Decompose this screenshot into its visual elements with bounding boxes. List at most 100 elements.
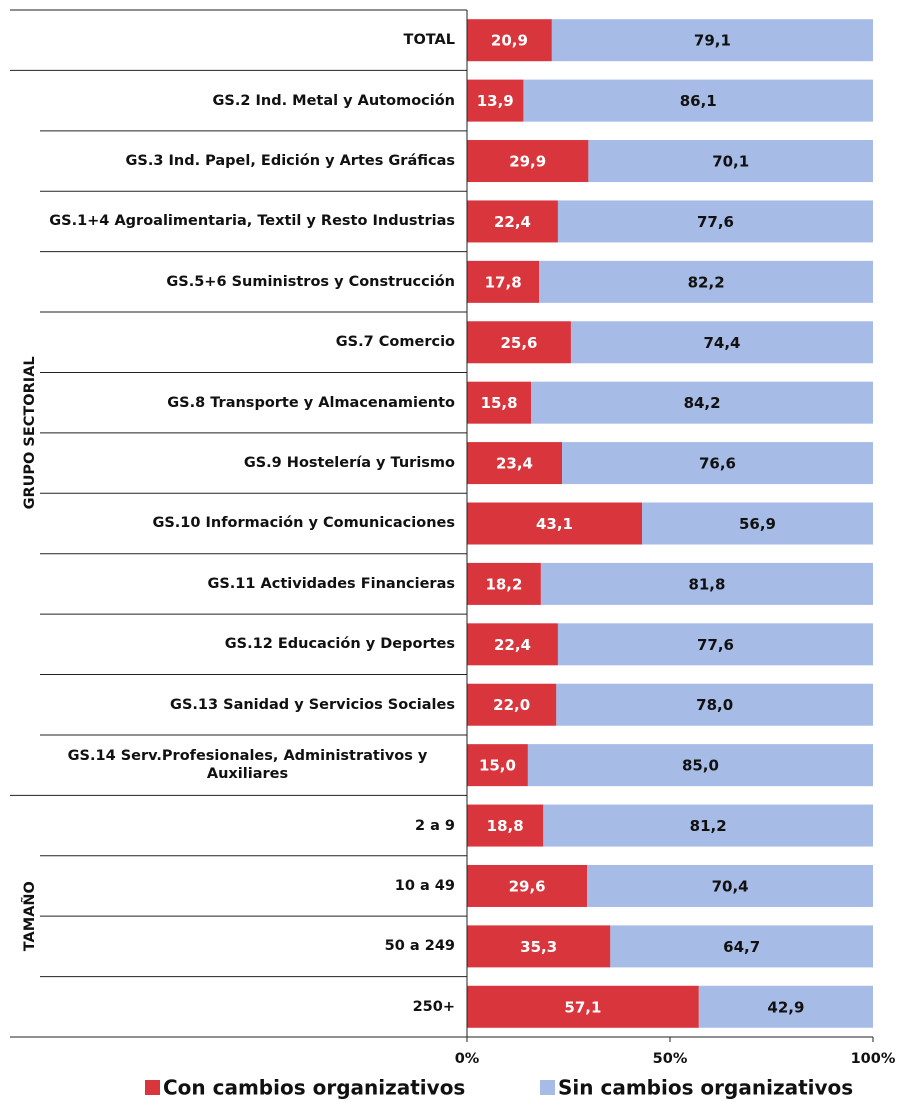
category-text: GS.14 Serv.Profesionales, Administrativo… [67,748,428,783]
category-label: 250+ [40,977,455,1037]
category-label: 50 a 249 [40,916,455,976]
value-label: 22,0 [493,696,530,714]
value-label: 17,8 [485,273,522,291]
category-label: GS.8 Transporte y Almacenamiento [40,372,455,432]
bar-segment [467,562,541,605]
legend-label: Con cambios organizativos [163,1076,465,1100]
value-label: 82,2 [688,273,725,291]
category-text: GS.3 Ind. Papel, Edición y Artes Gráfica… [125,153,455,170]
bar-segment [698,985,873,1028]
bar-segment [467,260,540,303]
value-label: 29,9 [509,153,546,171]
category-label: GS.7 Comercio [40,312,455,372]
category-text: GS.8 Transporte y Almacenamiento [167,394,455,411]
bar-segment [543,804,873,847]
category-label: GS.11 Actividades Financieras [40,554,455,614]
value-label: 78,0 [696,696,733,714]
category-text: 2 a 9 [414,817,455,834]
value-label: 76,6 [699,455,736,473]
value-label: 70,4 [712,877,749,895]
value-label: 15,0 [479,757,516,775]
category-label: TOTAL [40,10,455,70]
category-text: GS.5+6 Suministros y Construcción [166,273,455,290]
category-text: GS.2 Ind. Metal y Automoción [212,92,456,109]
category-label: GS.9 Hostelería y Turismo [40,433,455,493]
value-label: 74,4 [703,334,740,352]
bar-segment [467,381,532,424]
value-label: 43,1 [536,515,573,533]
category-text: GS.7 Comercio [335,334,455,351]
value-label: 77,6 [697,213,734,231]
value-label: 81,8 [688,575,725,593]
value-label: 85,0 [682,757,719,775]
value-label: 56,9 [739,515,776,533]
group-label: TAMAÑO [21,881,38,951]
value-label: 42,9 [767,998,804,1016]
bar-segment [562,442,873,485]
value-label: 23,4 [496,455,533,473]
legend-swatch [540,1080,555,1095]
category-label: GS.5+6 Suministros y Construcción [40,252,455,312]
legend-swatch [145,1080,160,1095]
value-label: 86,1 [680,92,717,110]
value-label: 79,1 [694,32,731,50]
bar-segment [467,683,557,726]
bar-segment [641,502,873,545]
category-label: 10 a 49 [40,856,455,916]
category-label: GS.13 Sanidad y Servicios Sociales [40,675,455,735]
value-label: 13,9 [477,92,514,110]
value-label: 18,8 [487,817,524,835]
bar-segment [539,260,873,303]
bar-segment [467,502,642,545]
bar-segment [557,200,873,243]
category-label: 2 a 9 [40,795,455,855]
bar-segment [467,140,589,183]
category-label: GS.1+4 Agroalimentaria, Textil y Resto I… [40,191,455,251]
category-label: GS.12 Educación y Deportes [40,614,455,674]
category-text: 50 a 249 [384,938,455,955]
value-label: 84,2 [684,394,721,412]
bar-segment [467,925,611,968]
value-label: 29,6 [509,877,546,895]
value-label: 81,2 [690,817,727,835]
bar-segment [557,623,873,666]
group-label: GRUPO SECTORIAL [22,356,38,509]
bar-segment [467,79,524,122]
bar-segment [587,864,873,907]
category-text: GS.9 Hostelería y Turismo [243,455,455,472]
x-tick-label: 100% [851,1051,896,1067]
bar-segment [531,381,873,424]
bar-segment [556,683,873,726]
category-text: GS.10 Información y Comunicaciones [152,515,455,532]
bar-segment [467,442,563,485]
bar-segment [570,321,873,364]
bar-segment [551,19,873,62]
legend-label: Sin cambios organizativos [558,1076,853,1100]
category-text: GS.13 Sanidad y Servicios Sociales [170,696,455,713]
bar-segment [467,200,558,243]
x-tick-label: 50% [653,1051,688,1067]
value-label: 70,1 [712,153,749,171]
category-text: GS.1+4 Agroalimentaria, Textil y Resto I… [49,213,455,230]
category-text: TOTAL [403,32,455,49]
category-label: GS.2 Ind. Metal y Automoción [40,70,456,130]
value-label: 22,4 [494,213,531,231]
value-label: 64,7 [723,938,760,956]
value-label: 15,8 [481,394,518,412]
category-label: GS.14 Serv.Profesionales, Administrativo… [40,735,455,795]
category-text: GS.12 Educación y Deportes [224,636,455,653]
category-text: 250+ [412,998,455,1015]
bar-segment [467,744,528,787]
bar-segment [588,140,873,183]
bar-segment [540,562,873,605]
value-label: 18,2 [485,575,522,593]
bar-segment [467,19,552,62]
bar-segment [610,925,873,968]
value-label: 57,1 [564,998,601,1016]
bar-segment [467,321,571,364]
category-text: GS.11 Actividades Financieras [207,575,455,592]
x-tick-label: 0% [455,1051,480,1067]
value-label: 20,9 [491,32,528,50]
